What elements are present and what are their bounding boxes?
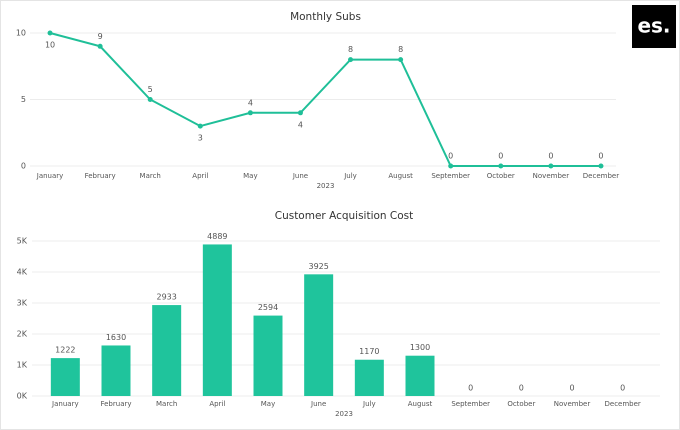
y-tick-label: 1K xyxy=(17,361,28,370)
x-tick-label: September xyxy=(431,172,470,180)
data-label: 4 xyxy=(298,120,303,129)
x-tick-label: March xyxy=(140,172,161,180)
x-tick-label: February xyxy=(85,172,116,180)
y-tick-label: 5 xyxy=(21,95,26,104)
y-tick-label: 5K xyxy=(17,237,28,246)
x-tick-label: December xyxy=(583,172,619,180)
data-label: 0 xyxy=(620,384,625,393)
data-label: 4 xyxy=(248,98,253,107)
data-label: 1300 xyxy=(410,343,430,352)
x-tick-label: January xyxy=(36,172,64,180)
y-tick-label: 3K xyxy=(17,299,28,308)
line xyxy=(49,32,601,167)
data-label: 0 xyxy=(448,152,453,161)
bar xyxy=(50,358,80,396)
bar xyxy=(304,274,334,396)
point xyxy=(247,110,253,116)
y-tick-label: 4K xyxy=(17,268,28,277)
bar xyxy=(253,315,283,396)
data-label: 0 xyxy=(598,152,603,161)
y-tick-label: 0 xyxy=(21,162,26,171)
x-tick-label: November xyxy=(554,400,591,408)
x-tick-label: September xyxy=(451,400,490,408)
data-label: 0 xyxy=(519,384,524,393)
bar xyxy=(202,244,232,396)
y-tick-label: 2K xyxy=(17,330,28,339)
data-label: 4889 xyxy=(207,232,227,241)
x-tick-label: May xyxy=(261,400,275,408)
bar xyxy=(101,345,131,396)
data-label: 9 xyxy=(98,32,103,41)
x-tick-label: January xyxy=(51,400,79,408)
data-label: 1630 xyxy=(106,333,126,342)
x-tick-label: August xyxy=(388,172,413,180)
x-tick-label: March xyxy=(156,400,177,408)
x-tick-label: October xyxy=(507,400,535,408)
data-label: 10 xyxy=(45,41,55,50)
x-tick-label: April xyxy=(192,172,208,180)
bar xyxy=(354,359,384,396)
point xyxy=(197,123,203,129)
data-label: 1170 xyxy=(359,347,379,356)
point xyxy=(548,163,554,169)
point xyxy=(398,57,404,63)
data-label: 0 xyxy=(498,152,503,161)
x-tick-label: November xyxy=(533,172,570,180)
data-label: 2594 xyxy=(258,303,278,312)
x-tick-label: July xyxy=(362,400,376,408)
x-tick-label: December xyxy=(605,400,641,408)
point xyxy=(348,57,354,63)
bar xyxy=(152,305,182,396)
point xyxy=(598,163,604,169)
x-tick-label: October xyxy=(487,172,515,180)
data-label: 8 xyxy=(348,45,353,54)
x-tick-label: July xyxy=(343,172,357,180)
data-label: 3 xyxy=(198,134,203,143)
x-tick-label: April xyxy=(209,400,225,408)
x-tick-label: June xyxy=(310,400,326,408)
point xyxy=(448,163,454,169)
logo-box xyxy=(632,5,676,48)
point xyxy=(97,43,103,49)
y-tick-label: 0K xyxy=(17,392,28,401)
logo: es. xyxy=(637,14,670,38)
x-tick-label: June xyxy=(292,172,308,180)
bar xyxy=(405,355,435,396)
data-label: 5 xyxy=(148,85,153,94)
data-label: 3925 xyxy=(308,262,328,271)
data-label: 8 xyxy=(398,45,403,54)
x-tick-label: February xyxy=(100,400,131,408)
data-label: 0 xyxy=(548,152,553,161)
x-tick-label: May xyxy=(243,172,257,180)
data-label: 1222 xyxy=(55,346,75,355)
point xyxy=(47,30,53,36)
data-label: 0 xyxy=(569,384,574,393)
x-tick-label: August xyxy=(408,400,433,408)
x-axis-label: 2023 xyxy=(335,410,353,418)
data-label: 2933 xyxy=(156,293,176,302)
point xyxy=(147,97,153,102)
chart-title: Customer Acquisition Cost xyxy=(275,210,414,222)
point xyxy=(297,110,303,116)
point xyxy=(498,163,504,169)
x-axis-label: 2023 xyxy=(317,182,335,190)
chart-title: Monthly Subs xyxy=(290,11,361,23)
data-label: 0 xyxy=(468,384,473,393)
y-tick-label: 10 xyxy=(16,29,26,38)
